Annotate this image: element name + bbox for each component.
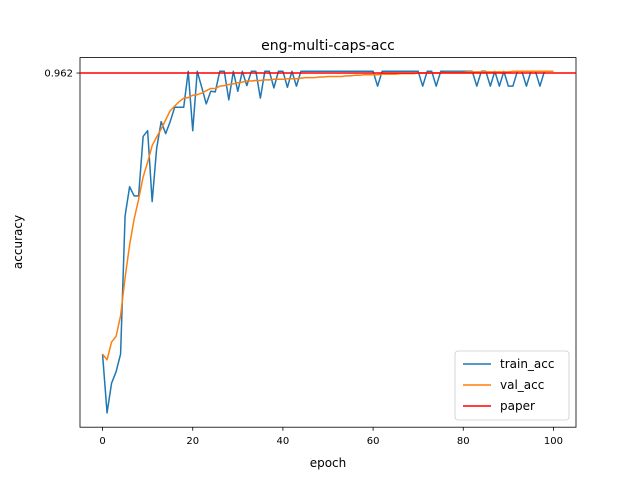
x-tick-label: 100 <box>544 436 563 447</box>
chart-title: eng-multi-caps-acc <box>261 38 395 54</box>
x-tick-label: 80 <box>457 436 470 447</box>
legend-label: paper <box>500 399 535 413</box>
x-tick-label: 20 <box>186 436 199 447</box>
y-axis-ticks: 0.962 <box>44 69 80 80</box>
x-tick-label: 60 <box>367 436 380 447</box>
y-axis-label: accuracy <box>11 215 25 269</box>
plot-area-frame <box>79 57 577 428</box>
x-axis-ticks: 0 20 40 60 80 100 <box>99 427 563 447</box>
y-tick-label: 0.962 <box>44 69 73 80</box>
series-line-val-acc <box>101 70 554 361</box>
series-layer <box>80 70 576 414</box>
legend-label: val_acc <box>500 378 544 392</box>
x-tick-label: 40 <box>277 436 290 447</box>
legend-box <box>454 350 570 421</box>
x-tick-label: 0 <box>99 436 105 447</box>
x-axis-label: epoch <box>310 456 347 470</box>
legend-label: train_acc <box>500 357 554 371</box>
series-line-train-acc <box>101 70 554 414</box>
